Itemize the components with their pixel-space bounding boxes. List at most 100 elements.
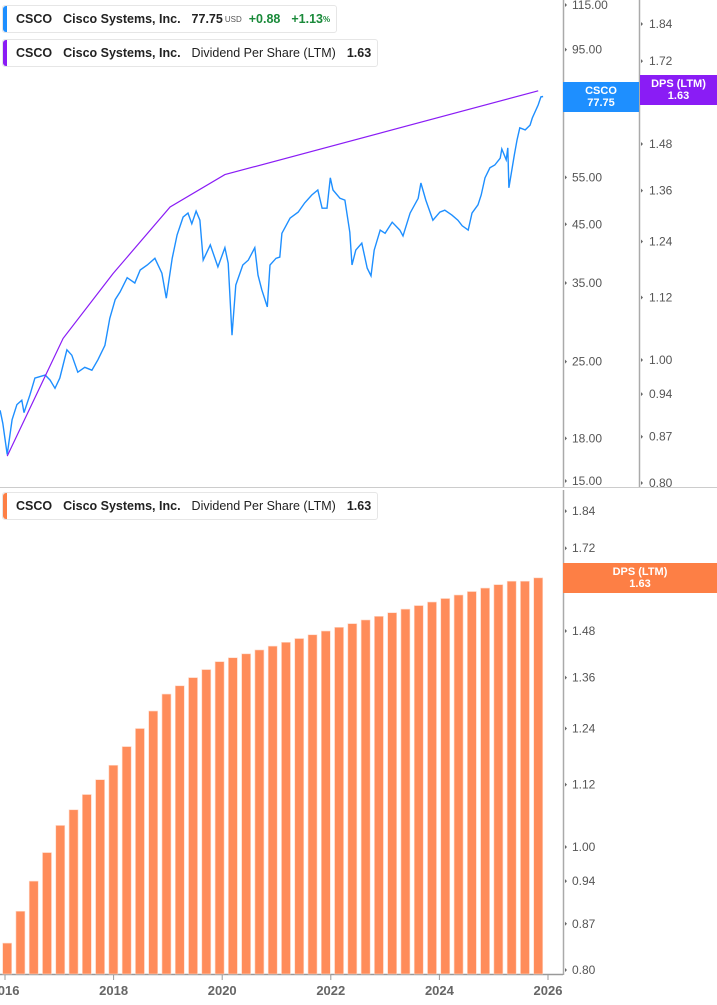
price-axis-tick: 55.00	[572, 170, 602, 184]
bottom-y-tick-mark	[565, 845, 567, 850]
legend-dps-value: 1.63	[346, 46, 372, 60]
x-axis-tick: 2016	[0, 983, 19, 998]
price-axis-tick-mark	[565, 175, 567, 180]
dps-bar	[347, 623, 358, 975]
legend-company: Cisco Systems, Inc.	[63, 46, 181, 60]
dps-bar	[294, 638, 305, 975]
price-axis-tick: 18.00	[572, 431, 602, 445]
bottom-y-tick: 1.36	[572, 671, 596, 685]
dps-bar	[427, 601, 437, 975]
dps-bar	[174, 685, 185, 975]
bottom-y-tick-mark	[565, 675, 567, 680]
dps-bar	[28, 880, 39, 975]
price-axis-tick: 95.00	[572, 43, 602, 57]
dps-axis-tick: 0.94	[649, 387, 673, 401]
x-axis-tick: 2024	[425, 983, 455, 998]
bottom-y-tick-mark	[565, 879, 567, 884]
dps-bar	[228, 657, 238, 975]
bottom-y-tick-mark	[565, 782, 567, 787]
dps-bar	[148, 710, 159, 975]
dps-axis-tick: 1.84	[649, 17, 673, 31]
dps-bar	[15, 910, 26, 975]
bottom-y-tick: 1.12	[572, 778, 596, 792]
dps-axis-tick-mark	[641, 392, 643, 397]
dps-bar	[241, 653, 251, 975]
legend-change: +0.88	[248, 12, 281, 26]
dps-axis-tick: 1.00	[649, 353, 673, 367]
bottom-y-tick: 0.94	[572, 874, 596, 888]
dps-bar	[108, 764, 119, 975]
dps-bar	[214, 661, 225, 975]
price-line	[0, 95, 544, 455]
dps-bar	[533, 577, 544, 975]
dps-bar	[360, 619, 371, 975]
dps-axis-tick-mark	[641, 188, 643, 193]
bottom-y-tick-mark	[565, 629, 567, 634]
dps-bar	[467, 591, 477, 975]
dps-axis-tick: 0.87	[649, 430, 673, 444]
dps-bar	[82, 794, 92, 975]
legend-company: Cisco Systems, Inc.	[63, 499, 181, 513]
bottom-y-tick: 1.72	[572, 541, 596, 555]
price-axis-tick: 35.00	[572, 276, 602, 290]
dps-bar	[281, 642, 291, 975]
bottom-y-tick-mark	[565, 921, 567, 926]
dps-bar	[440, 598, 451, 975]
dps-axis-tick-mark	[641, 59, 643, 64]
legend-dps-color	[3, 40, 7, 66]
price-axis-tick: 45.00	[572, 217, 602, 231]
dps-line	[6, 90, 539, 457]
dps-bar	[321, 630, 331, 975]
dps-bar	[400, 608, 411, 975]
legend-ticker: CSCO	[16, 46, 53, 60]
dps-bar	[267, 645, 278, 975]
legend-metric: Dividend Per Share (LTM)	[191, 499, 336, 513]
dps-bar	[453, 594, 464, 975]
dps-axis-tick: 1.36	[649, 184, 673, 198]
bottom-y-tick: 0.80	[572, 963, 596, 977]
legend-price-color	[3, 6, 7, 32]
bottom-y-tick-mark	[565, 726, 567, 731]
dps-axis-tick: 1.72	[649, 54, 673, 68]
bottom-y-tick: 1.48	[572, 624, 596, 638]
price-axis-tick: 115.00	[572, 0, 608, 12]
price-axis-tick-mark	[565, 3, 567, 7]
dps-bar	[188, 677, 198, 975]
legend-ticker: CSCO	[16, 499, 53, 513]
dps-badge: DPS (LTM) 1.63	[640, 75, 717, 105]
x-axis-tick: 2026	[534, 983, 563, 998]
dps-bar	[506, 580, 517, 975]
x-axis-tick: 2022	[316, 983, 345, 998]
dps-bar	[95, 779, 105, 975]
legend-dps-color	[3, 493, 7, 519]
dps-bar	[42, 852, 52, 975]
dps-bar	[254, 649, 265, 975]
dps-bar	[68, 809, 79, 975]
dps-bar	[307, 634, 318, 975]
dps-badge-value: 1.63	[667, 90, 690, 102]
legend-company: Cisco Systems, Inc.	[63, 12, 181, 26]
legend-dps-top[interactable]: CSCO Cisco Systems, Inc. Dividend Per Sh…	[2, 39, 379, 67]
bottom-y-tick: 1.00	[572, 840, 596, 854]
dps-bar	[520, 580, 530, 975]
legend-pct-sign: %	[323, 14, 331, 24]
bottom-y-tick-mark	[565, 509, 567, 514]
bottom-badge-label: DPS (LTM)	[612, 566, 668, 578]
legend-price[interactable]: CSCO Cisco Systems, Inc. 77.75 USD +0.88…	[2, 5, 338, 33]
dps-bar	[161, 693, 172, 975]
dps-bar	[2, 942, 12, 975]
price-axis-tick: 15.00	[572, 474, 602, 488]
dps-bar	[55, 825, 66, 975]
bottom-y-tick: 1.24	[572, 722, 596, 736]
price-axis-tick-mark	[565, 222, 567, 227]
dps-badge-label: DPS (LTM)	[651, 78, 706, 90]
legend-currency: USD	[224, 14, 242, 24]
bottom-y-tick: 1.84	[572, 504, 596, 518]
legend-dps-bottom[interactable]: CSCO Cisco Systems, Inc. Dividend Per Sh…	[2, 492, 379, 520]
legend-metric: Dividend Per Share (LTM)	[191, 46, 336, 60]
price-badge-label: CSCO	[585, 85, 617, 97]
dps-axis-tick-mark	[641, 358, 643, 362]
bottom-badge-value: 1.63	[629, 578, 651, 590]
dps-axis-tick-mark	[641, 239, 643, 244]
dps-bar	[480, 587, 490, 975]
